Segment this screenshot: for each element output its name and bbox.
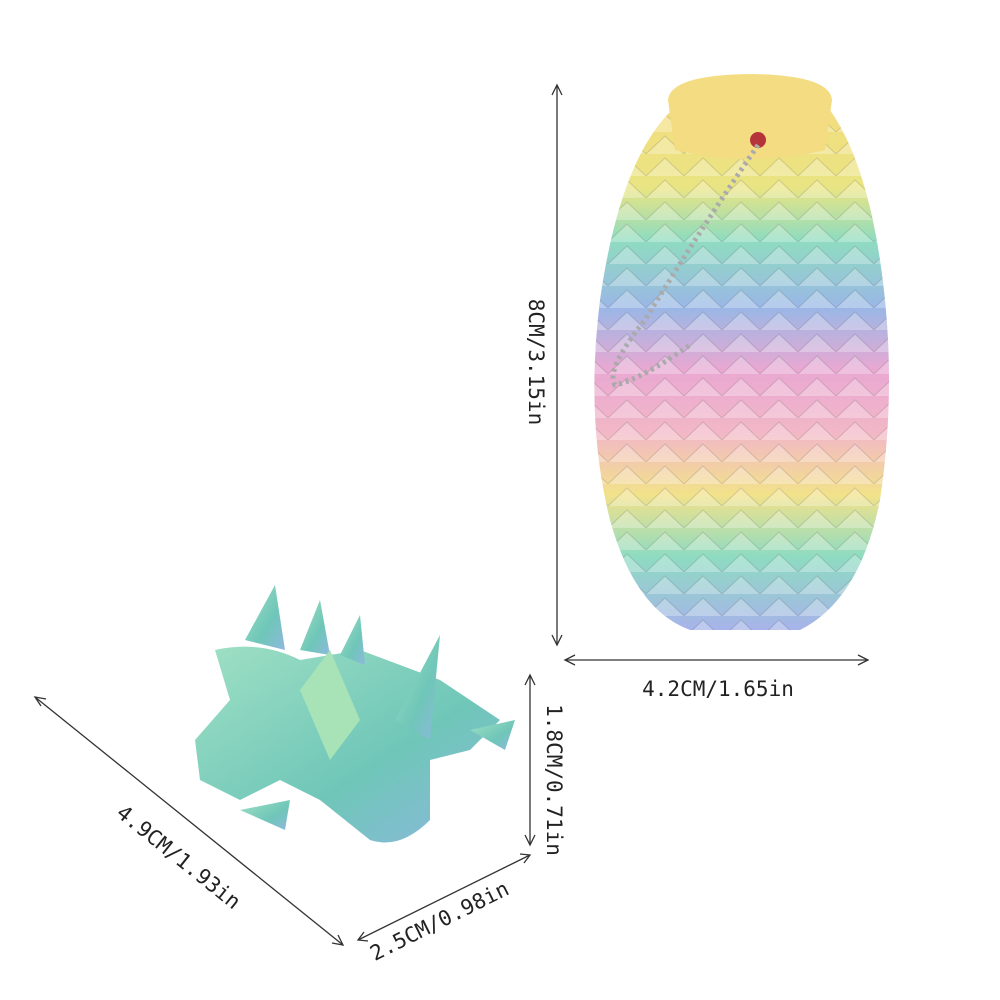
egg-height-label: 8CM/3.15in <box>524 299 548 425</box>
dragon-height-label: 1.8CM/0.71in <box>542 704 566 856</box>
egg <box>594 74 889 630</box>
dragon <box>195 585 515 843</box>
dimension-lines <box>33 83 870 946</box>
egg-width-label: 4.2CM/1.65in <box>642 677 794 701</box>
dragon-length-label: 4.9CM/1.93in <box>112 800 245 914</box>
dragon-width-label: 2.5CM/0.98in <box>366 877 512 966</box>
